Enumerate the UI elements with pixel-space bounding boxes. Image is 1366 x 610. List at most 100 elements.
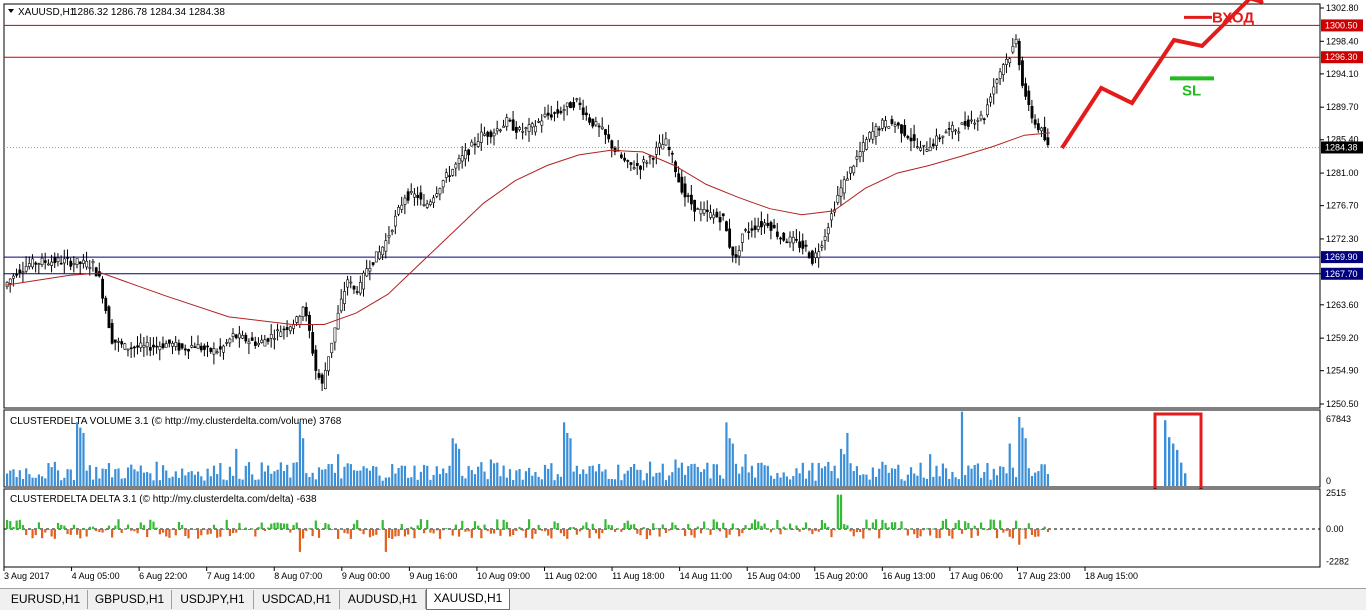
price-pane[interactable] bbox=[3, 3, 1321, 409]
candle-body bbox=[489, 131, 493, 138]
volume-bar bbox=[925, 478, 929, 486]
volume-bar bbox=[107, 463, 111, 486]
candle-body bbox=[1036, 123, 1040, 131]
candle-body bbox=[161, 343, 165, 349]
delta-bar bbox=[871, 522, 874, 529]
delta-bar bbox=[34, 529, 37, 536]
candle-body bbox=[43, 260, 47, 263]
volume-bar bbox=[165, 470, 168, 486]
delta-bar bbox=[699, 529, 703, 534]
candle-body bbox=[502, 125, 506, 128]
candle-body bbox=[432, 197, 436, 204]
candle-body bbox=[238, 333, 241, 339]
delta-bar bbox=[60, 524, 63, 529]
delta-bar bbox=[470, 529, 473, 538]
candle-body bbox=[215, 351, 219, 354]
volume-bar bbox=[642, 480, 645, 486]
delta-bar bbox=[760, 525, 763, 529]
volume-bar bbox=[44, 478, 47, 486]
delta-bar bbox=[337, 529, 340, 539]
volume-bar bbox=[1002, 466, 1005, 486]
volume-bar bbox=[231, 475, 235, 486]
volume-bar bbox=[203, 480, 206, 486]
delta-bar bbox=[687, 523, 690, 529]
candle-body bbox=[72, 263, 76, 265]
volume-bar bbox=[741, 466, 744, 486]
candle-body bbox=[842, 179, 846, 194]
price-tick-label: 1263.60 bbox=[1326, 300, 1359, 310]
volume-bar bbox=[454, 443, 457, 486]
candle-body bbox=[696, 208, 700, 210]
highlight-volume-bar bbox=[1168, 437, 1171, 486]
candle-body bbox=[1011, 45, 1015, 53]
volume-bar bbox=[671, 472, 674, 486]
price-tick-label: 1276.70 bbox=[1326, 201, 1359, 211]
delta-bar bbox=[610, 525, 613, 529]
tab-eurusd[interactable]: EURUSD,H1 bbox=[4, 590, 88, 609]
candle-body bbox=[387, 235, 391, 238]
candle-body bbox=[645, 161, 649, 164]
volume-bar bbox=[372, 465, 375, 486]
volume-bar bbox=[63, 477, 66, 486]
volume-bar bbox=[913, 473, 916, 486]
candle-body bbox=[203, 345, 206, 350]
candle-body bbox=[101, 278, 104, 299]
tab-usdjpy[interactable]: USDJPY,H1 bbox=[172, 590, 254, 609]
volume-bar bbox=[906, 474, 909, 486]
candle-body bbox=[24, 266, 28, 272]
volume-bar bbox=[881, 461, 884, 486]
candle-body bbox=[826, 227, 830, 235]
candle-body bbox=[626, 160, 630, 162]
volume-bar bbox=[944, 468, 948, 486]
delta-bar bbox=[203, 529, 206, 530]
delta-bar bbox=[196, 529, 200, 539]
delta-bar bbox=[47, 529, 50, 530]
candle-body bbox=[47, 263, 50, 266]
volume-bar bbox=[648, 461, 652, 486]
candle-body bbox=[670, 152, 674, 155]
delta-bar bbox=[967, 522, 970, 529]
candle-body bbox=[314, 349, 318, 371]
price-tick-label: 1272.30 bbox=[1326, 234, 1359, 244]
delta-bar bbox=[146, 529, 149, 538]
delta-bar bbox=[693, 529, 696, 538]
delta-bar bbox=[626, 520, 629, 529]
chart-menu-arrow-icon[interactable] bbox=[8, 9, 14, 13]
candle-body bbox=[394, 215, 397, 227]
delta-bar bbox=[25, 529, 28, 536]
delta-bar bbox=[862, 529, 865, 539]
volume-bar bbox=[948, 478, 951, 486]
volume-bar bbox=[190, 471, 193, 486]
delta-bar bbox=[916, 529, 919, 539]
delta-bar bbox=[973, 525, 976, 529]
delta-bar bbox=[254, 529, 257, 537]
tab-gbpusd[interactable]: GBPUSD,H1 bbox=[88, 590, 172, 609]
tab-xauusd[interactable]: XAUUSD,H1 bbox=[426, 589, 510, 610]
candle-body bbox=[231, 333, 235, 337]
candle-body bbox=[397, 207, 401, 215]
candle-body bbox=[970, 119, 973, 122]
delta-bar bbox=[15, 520, 18, 529]
delta-bar bbox=[66, 529, 69, 535]
delta-bar bbox=[887, 527, 890, 529]
volume-bar bbox=[696, 467, 699, 486]
tab-audusd[interactable]: AUDUSD,H1 bbox=[340, 590, 426, 609]
delta-bar bbox=[378, 528, 381, 530]
volume-axis: 67843 0 bbox=[1326, 414, 1351, 486]
delta-bar bbox=[422, 529, 426, 534]
delta-bar bbox=[718, 529, 722, 532]
candle-body bbox=[390, 230, 394, 233]
candle-body bbox=[244, 334, 248, 342]
delta-bar bbox=[623, 523, 626, 529]
candle-body bbox=[874, 126, 878, 137]
volume-bar bbox=[146, 472, 149, 486]
candle-body bbox=[136, 345, 140, 348]
candle-body bbox=[900, 124, 903, 134]
delta-bar bbox=[878, 529, 881, 539]
candle-body bbox=[381, 246, 385, 256]
delta-bar bbox=[1037, 529, 1040, 537]
volume-bar bbox=[986, 462, 989, 486]
candle-body bbox=[308, 314, 311, 331]
tab-usdcad[interactable]: USDCAD,H1 bbox=[254, 590, 340, 609]
